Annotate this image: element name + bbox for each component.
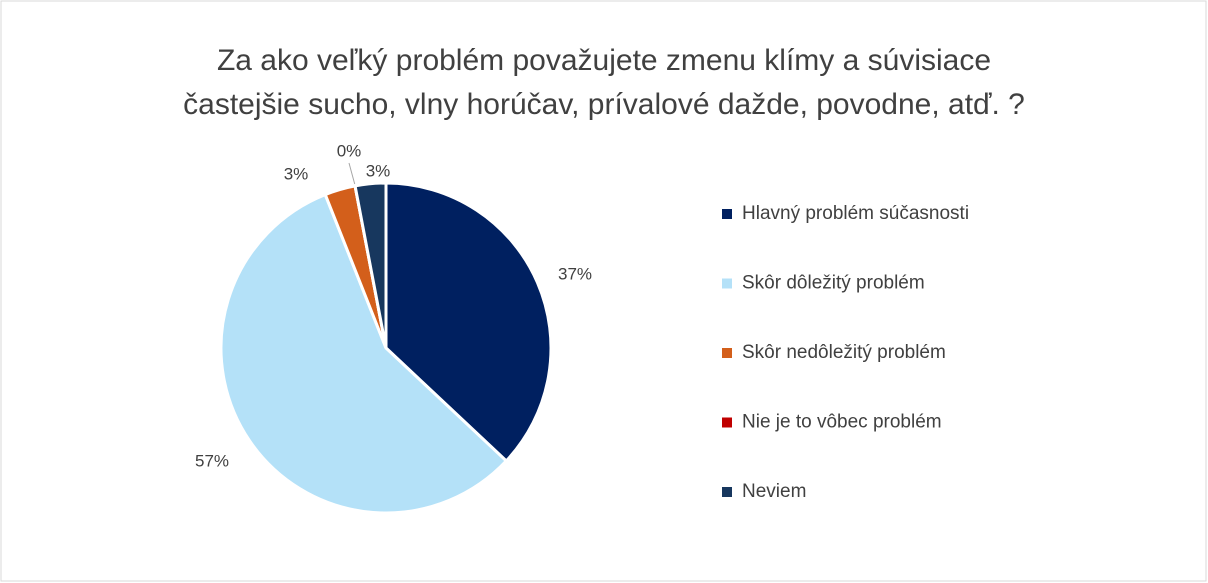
legend-swatch (722, 209, 732, 219)
legend-label: Nie je to vôbec problém (742, 412, 942, 433)
legend-swatch (722, 487, 732, 497)
chart-title: častejšie sucho, vlny horúčav, prívalové… (183, 88, 1025, 121)
pie-slice (353, 181, 388, 349)
legend-label: Hlavný problém súčasnosti (742, 203, 969, 224)
data-label: 57% (195, 451, 229, 470)
pie-slice (219, 192, 509, 515)
legend-swatch (722, 348, 732, 358)
data-label: 37% (558, 264, 592, 283)
pie-slice (384, 181, 553, 464)
legend-swatch (722, 417, 732, 428)
data-label: 0% (337, 141, 362, 160)
legend-label: Skôr dôležitý problém (742, 273, 925, 294)
legend-swatch (722, 278, 732, 289)
data-label: 3% (284, 164, 309, 183)
legend-label: Neviem (742, 481, 806, 502)
leader-line (348, 162, 356, 185)
legend-label: Skôr nedôležitý problém (742, 342, 946, 363)
chart-title: Za ako veľký problém považujete zmenu kl… (217, 44, 991, 77)
data-label: 3% (366, 161, 391, 180)
